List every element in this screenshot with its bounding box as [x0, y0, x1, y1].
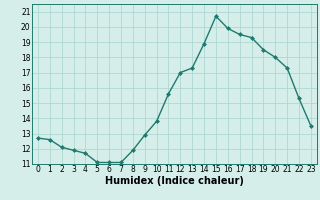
- X-axis label: Humidex (Indice chaleur): Humidex (Indice chaleur): [105, 176, 244, 186]
